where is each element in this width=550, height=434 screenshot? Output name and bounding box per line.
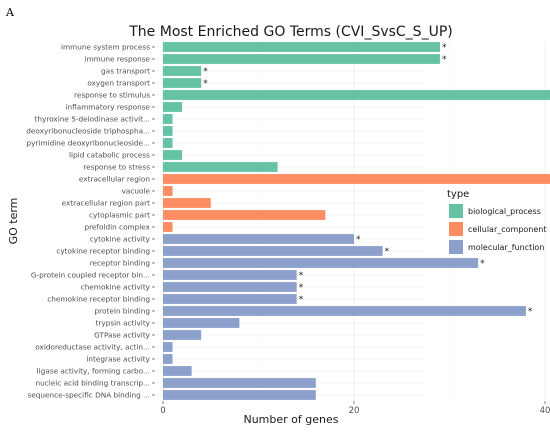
figure-label: A	[6, 6, 14, 19]
y-tick-label: chemokine activity	[81, 283, 151, 292]
y-tick-label: ligase activity, forming carbo...	[37, 367, 150, 376]
bar	[163, 294, 297, 304]
x-axis-title: Number of genes	[243, 413, 338, 426]
significance-star: *	[442, 55, 447, 65]
bar	[163, 174, 550, 184]
bar	[163, 378, 316, 388]
y-tick-label: receptor binding	[90, 259, 150, 268]
y-tick-label: oxidoreductase activity, actin...	[35, 343, 150, 352]
significance-star: *	[528, 307, 533, 317]
y-tick-label: pyrimidine deoxyribonucleoside...	[27, 139, 150, 148]
bar	[163, 66, 202, 76]
significance-star: *	[203, 67, 208, 77]
bar	[163, 282, 297, 292]
y-tick-label: prefoldin complex	[84, 223, 150, 232]
y-tick-label: chemokine receptor binding	[47, 295, 150, 304]
significance-star: *	[299, 295, 304, 305]
legend-title: type	[447, 189, 469, 200]
plot-panel	[155, 41, 424, 401]
y-ticks	[152, 46, 155, 396]
legend-label: cellular_component	[468, 225, 547, 234]
bar	[163, 222, 173, 232]
y-tick-label: extracellular region part	[62, 199, 151, 208]
bar	[163, 270, 297, 280]
bar	[163, 102, 183, 112]
bar	[163, 198, 211, 208]
y-tick-label: immune response	[85, 55, 151, 64]
legend: type biological_process cellular_componen…	[447, 189, 547, 254]
y-tick-label: inflammatory response	[65, 103, 150, 112]
bar	[163, 306, 526, 316]
legend-swatch	[449, 222, 463, 236]
y-tick-label: extracellular region	[79, 175, 150, 184]
significance-star: *	[356, 235, 361, 245]
y-tick-label: oxygen transport	[87, 79, 150, 88]
y-tick-label: cytokine activity	[90, 235, 151, 244]
y-tick-label: cytoplasmic part	[89, 211, 150, 220]
legend-label: biological_process	[468, 207, 541, 216]
y-tick-label: G-protein coupled receptor bin...	[31, 271, 150, 280]
bar	[163, 342, 173, 352]
bar	[163, 54, 440, 64]
y-tick-label: vacuole	[122, 187, 151, 196]
bar	[163, 366, 192, 376]
y-tick-label: integrase activity	[86, 355, 150, 364]
y-tick-label: GTPase activity	[94, 331, 151, 340]
x-axis: 0 20 40	[160, 401, 550, 416]
bar	[163, 354, 173, 364]
significance-star: *	[299, 271, 304, 281]
y-tick-label: lipid catabolic process	[69, 151, 150, 160]
bar	[163, 138, 173, 148]
y-tick-label: response to stimulus	[74, 91, 150, 100]
y-tick-label: thyroxine 5-deiodinase activit...	[35, 115, 150, 124]
bar	[163, 330, 202, 340]
y-tick-label: immune system process	[61, 43, 150, 52]
y-tick-label: gas transport	[101, 67, 150, 76]
bar	[163, 150, 183, 160]
bar	[163, 186, 173, 196]
x-tick-label: 0	[160, 406, 165, 416]
bar	[163, 78, 202, 88]
x-tick-label: 40	[540, 406, 550, 416]
y-tick-labels: immune system process immune response gas …	[26, 43, 150, 400]
bar	[163, 42, 440, 52]
bar	[163, 258, 479, 268]
y-tick-label: trypsin activity	[96, 319, 151, 328]
y-tick-label: nucleic acid binding transcrip...	[35, 379, 150, 388]
legend-label: molecular_function	[468, 243, 544, 252]
bar	[163, 126, 173, 136]
significance-markers: ************	[203, 43, 533, 317]
significance-star: *	[480, 259, 485, 269]
legend-swatch	[449, 204, 463, 218]
y-tick-label: protein binding	[95, 307, 150, 316]
bar	[163, 114, 173, 124]
bar	[163, 234, 354, 244]
significance-star: *	[442, 43, 447, 53]
legend-swatch	[449, 240, 463, 254]
y-tick-label: response to stress	[83, 163, 150, 172]
bar	[163, 210, 326, 220]
bar	[163, 318, 240, 328]
significance-star: *	[203, 79, 208, 89]
bar	[163, 390, 316, 400]
bar	[163, 246, 383, 256]
bar	[163, 162, 278, 172]
y-tick-label: sequence-specific DNA binding ...	[27, 391, 150, 400]
x-tick-label: 20	[349, 406, 360, 416]
y-tick-label: cytokine receptor binding	[56, 247, 150, 256]
y-tick-label: deoxyribonucleoside triphospha...	[26, 127, 150, 136]
chart-title: The Most Enriched GO Terms (CVI_SvsC_S_U…	[128, 24, 452, 40]
y-axis-title: GO term	[7, 198, 20, 245]
significance-star: *	[385, 247, 390, 257]
bars	[163, 42, 550, 400]
significance-star: *	[299, 283, 304, 293]
bar	[163, 90, 550, 100]
